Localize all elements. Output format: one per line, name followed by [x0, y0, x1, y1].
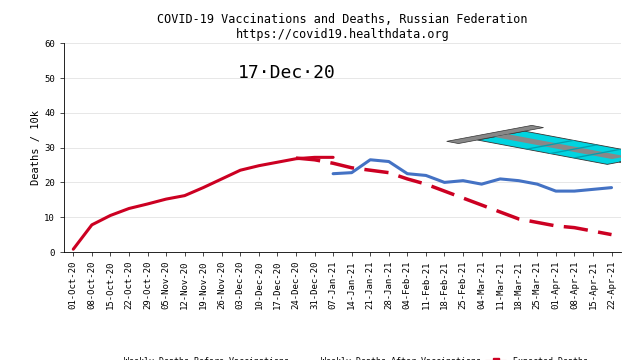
Title: COVID-19 Vaccinations and Deaths, Russian Federation
https://covid19.healthdata.: COVID-19 Vaccinations and Deaths, Russia… [157, 13, 527, 41]
Polygon shape [447, 125, 543, 144]
Polygon shape [619, 158, 640, 169]
Polygon shape [494, 134, 626, 159]
Legend: Weekly Deaths Before Vaccinations, Weekly Deaths After Vaccinations, Expected De: Weekly Deaths Before Vaccinations, Weekl… [93, 353, 591, 360]
Polygon shape [548, 144, 599, 154]
Polygon shape [477, 131, 640, 165]
Polygon shape [572, 149, 623, 158]
Y-axis label: Deaths / 10k: Deaths / 10k [31, 110, 42, 185]
Text: 17·Dec·20: 17·Dec·20 [238, 64, 335, 82]
Polygon shape [525, 140, 575, 149]
